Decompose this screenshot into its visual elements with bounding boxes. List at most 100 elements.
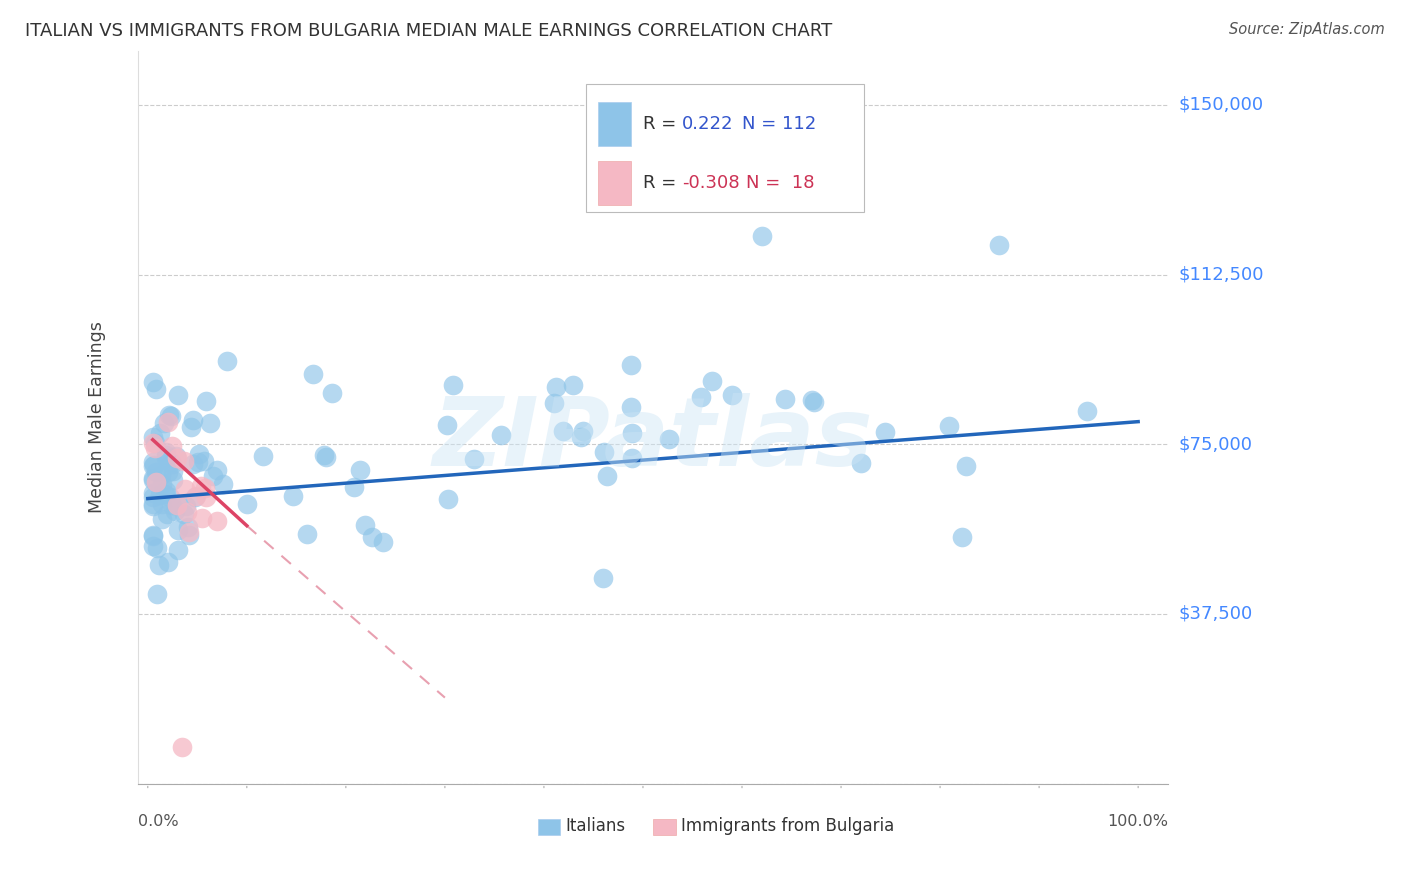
Point (180, 419, 202, 434)
Point (148, 558, 170, 573)
Point (952, 530, 974, 544)
Text: 0.0%: 0.0% (138, 814, 179, 830)
Point (176, 499, 198, 513)
Text: Source: ZipAtlas.com: Source: ZipAtlas.com (1229, 22, 1385, 37)
Point (157, 408, 180, 422)
Point (177, 520, 200, 534)
Point (354, 518, 377, 533)
Point (620, 400, 643, 414)
Point (463, 452, 485, 467)
Point (160, 499, 183, 513)
Bar (652, 819, 675, 835)
Point (188, 447, 211, 461)
Point (149, 488, 172, 502)
FancyBboxPatch shape (586, 84, 865, 212)
Point (157, 555, 180, 569)
Point (201, 469, 224, 483)
Point (153, 487, 176, 501)
Point (142, 473, 165, 487)
Point (593, 445, 616, 459)
Point (553, 424, 575, 438)
Point (211, 476, 233, 491)
Point (172, 740, 194, 755)
Point (143, 441, 166, 455)
Point (162, 473, 184, 487)
Point (155, 484, 177, 499)
Point (187, 455, 209, 469)
Text: N = 112: N = 112 (742, 115, 817, 133)
Point (561, 378, 583, 392)
Point (295, 526, 318, 541)
Point (142, 528, 165, 542)
Point (142, 540, 165, 554)
Point (371, 535, 394, 549)
Text: ITALIAN VS IMMIGRANTS FROM BULGARIA MEDIAN MALE EARNINGS CORRELATION CHART: ITALIAN VS IMMIGRANTS FROM BULGARIA MEDI… (25, 22, 832, 40)
Point (190, 479, 212, 493)
Point (167, 523, 190, 537)
Point (173, 482, 195, 496)
Point (349, 463, 371, 477)
Point (315, 450, 337, 465)
Point (183, 413, 205, 427)
Point (572, 424, 595, 438)
Point (142, 430, 165, 444)
Point (142, 499, 165, 513)
Point (177, 528, 200, 542)
Point (283, 489, 305, 503)
Point (343, 480, 366, 494)
Point (1076, 403, 1098, 417)
Text: Italians: Italians (565, 817, 626, 835)
Point (217, 354, 239, 368)
Point (142, 375, 165, 389)
Point (194, 490, 217, 504)
Bar (599, 161, 631, 204)
Point (955, 459, 977, 474)
Point (165, 449, 187, 463)
Point (437, 491, 460, 506)
Point (252, 449, 274, 463)
Point (569, 430, 592, 444)
Point (143, 436, 166, 450)
Point (849, 456, 872, 470)
Text: ZIPatlas: ZIPatlas (433, 392, 873, 485)
Point (173, 454, 195, 468)
Point (700, 374, 723, 388)
Text: Immigrants from Bulgaria: Immigrants from Bulgaria (681, 817, 894, 835)
Point (145, 475, 167, 489)
Point (873, 425, 896, 439)
Bar (537, 819, 560, 835)
Point (142, 455, 165, 469)
Point (803, 395, 825, 409)
Point (184, 489, 207, 503)
Point (160, 455, 183, 469)
Point (146, 586, 169, 600)
Point (159, 490, 181, 504)
Point (142, 490, 165, 504)
Point (690, 390, 713, 404)
Point (156, 415, 179, 429)
Text: $37,500: $37,500 (1180, 605, 1253, 623)
Point (301, 367, 323, 381)
Point (162, 464, 184, 478)
Point (152, 416, 174, 430)
Point (988, 238, 1011, 252)
Point (150, 477, 173, 491)
Point (205, 514, 228, 528)
Point (142, 497, 165, 511)
Point (167, 388, 190, 402)
Point (160, 439, 183, 453)
Text: $150,000: $150,000 (1180, 96, 1264, 114)
Point (193, 454, 215, 468)
Point (165, 504, 187, 518)
Point (436, 417, 458, 432)
Text: R =: R = (643, 115, 682, 133)
Text: R =: R = (643, 174, 682, 192)
Point (184, 490, 207, 504)
Text: 0.222: 0.222 (682, 115, 733, 133)
Point (596, 468, 619, 483)
Point (801, 393, 824, 408)
Point (166, 542, 188, 557)
Point (160, 409, 183, 423)
Text: Median Male Earnings: Median Male Earnings (87, 321, 105, 513)
Point (142, 486, 165, 500)
